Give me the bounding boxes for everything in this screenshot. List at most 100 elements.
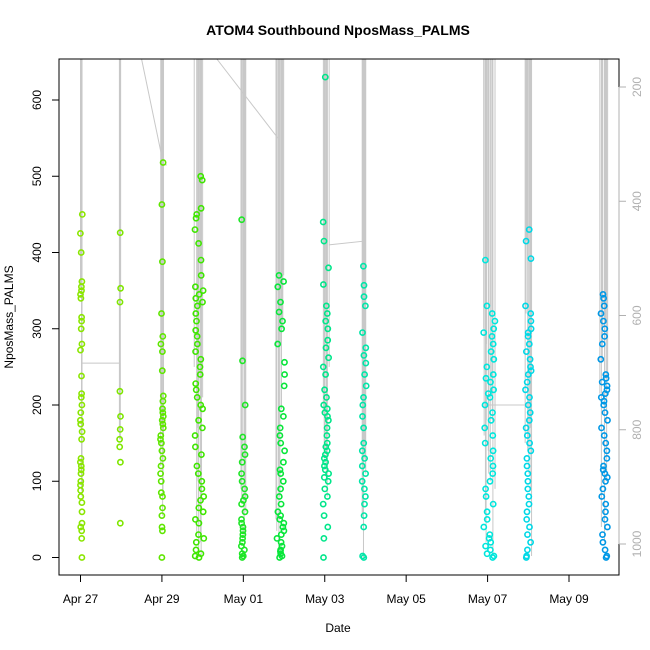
data-point bbox=[192, 386, 200, 394]
data-point bbox=[602, 371, 610, 378]
data-point bbox=[277, 546, 284, 554]
data-point bbox=[157, 340, 165, 348]
data-point bbox=[276, 432, 284, 439]
data-point bbox=[359, 329, 366, 336]
data-point bbox=[77, 409, 85, 416]
data-point bbox=[238, 516, 245, 523]
data-point bbox=[197, 271, 205, 279]
data-point bbox=[77, 481, 84, 489]
data-point bbox=[323, 405, 331, 413]
data-point bbox=[158, 201, 166, 208]
data-point bbox=[524, 477, 532, 485]
data-point bbox=[524, 546, 531, 554]
data-point bbox=[486, 546, 494, 554]
data-point bbox=[159, 454, 167, 462]
data-point bbox=[361, 371, 368, 378]
y-axis: 0 100 200 300 400 500 600 bbox=[30, 90, 59, 561]
data-point bbox=[78, 401, 86, 409]
track-connector bbox=[81, 59, 121, 364]
data-point bbox=[484, 390, 492, 397]
data-point bbox=[360, 523, 368, 531]
data-point bbox=[602, 500, 610, 508]
data-point bbox=[191, 283, 199, 291]
data-point bbox=[192, 294, 200, 302]
data-point bbox=[323, 493, 331, 500]
right-tick-label: 400 bbox=[630, 191, 644, 211]
data-point bbox=[193, 340, 201, 348]
data-point bbox=[603, 447, 611, 455]
right-tick-label: 600 bbox=[630, 305, 644, 325]
data-point bbox=[598, 424, 605, 432]
data-point bbox=[325, 470, 332, 477]
data-point bbox=[483, 516, 491, 523]
data-point bbox=[197, 204, 205, 212]
data-point bbox=[197, 451, 205, 458]
data-point bbox=[489, 500, 497, 508]
data-point bbox=[276, 516, 284, 523]
data-point bbox=[77, 486, 84, 494]
data-point bbox=[193, 302, 201, 310]
data-points bbox=[77, 73, 611, 561]
data-point bbox=[77, 458, 84, 466]
data-point bbox=[194, 470, 202, 477]
data-point bbox=[241, 508, 249, 516]
data-point bbox=[321, 386, 328, 394]
data-point bbox=[523, 552, 530, 560]
data-point bbox=[77, 249, 85, 256]
data-point bbox=[603, 454, 611, 462]
data-point bbox=[480, 329, 488, 336]
y-tick-label: 300 bbox=[30, 318, 44, 338]
data-point bbox=[482, 542, 489, 550]
data-point bbox=[78, 535, 86, 542]
data-point bbox=[486, 477, 494, 485]
data-point bbox=[158, 416, 166, 424]
data-point bbox=[77, 229, 84, 237]
data-point bbox=[600, 462, 607, 470]
data-point bbox=[322, 371, 329, 378]
data-point bbox=[488, 310, 496, 317]
data-point bbox=[117, 412, 124, 420]
data-point bbox=[319, 500, 327, 508]
data-point bbox=[322, 458, 329, 466]
data-point bbox=[523, 516, 531, 523]
data-point bbox=[116, 229, 124, 237]
data-point bbox=[195, 290, 203, 298]
data-point bbox=[360, 485, 368, 493]
data-point bbox=[281, 371, 288, 378]
data-point bbox=[158, 554, 166, 561]
data-point bbox=[77, 346, 84, 354]
data-point bbox=[485, 535, 493, 542]
right-tick-label: 1000 bbox=[630, 530, 644, 557]
data-point bbox=[116, 298, 124, 306]
data-point bbox=[192, 380, 200, 387]
data-point bbox=[526, 393, 533, 401]
data-point bbox=[603, 386, 611, 394]
plot-box bbox=[58, 58, 620, 576]
data-point bbox=[77, 393, 85, 401]
data-point bbox=[524, 332, 532, 340]
data-point bbox=[199, 508, 207, 516]
data-point bbox=[239, 531, 247, 538]
data-point bbox=[77, 420, 85, 428]
data-point bbox=[78, 435, 85, 443]
data-point bbox=[279, 523, 287, 531]
data-point bbox=[116, 519, 124, 527]
data-point bbox=[193, 462, 201, 470]
data-point bbox=[323, 393, 330, 401]
data-point bbox=[320, 237, 328, 245]
data-point bbox=[277, 405, 285, 413]
data-point bbox=[489, 432, 497, 439]
data-point bbox=[78, 313, 85, 321]
data-point bbox=[360, 512, 368, 519]
data-point bbox=[157, 470, 164, 477]
data-point bbox=[157, 432, 165, 439]
data-point bbox=[78, 519, 86, 527]
data-point bbox=[193, 332, 201, 340]
data-point bbox=[490, 325, 498, 333]
data-point bbox=[601, 546, 609, 554]
data-point bbox=[195, 239, 202, 247]
data-point bbox=[78, 340, 86, 348]
data-point bbox=[604, 416, 611, 424]
x-tick-label: May 03 bbox=[305, 592, 345, 606]
data-point bbox=[193, 393, 201, 401]
